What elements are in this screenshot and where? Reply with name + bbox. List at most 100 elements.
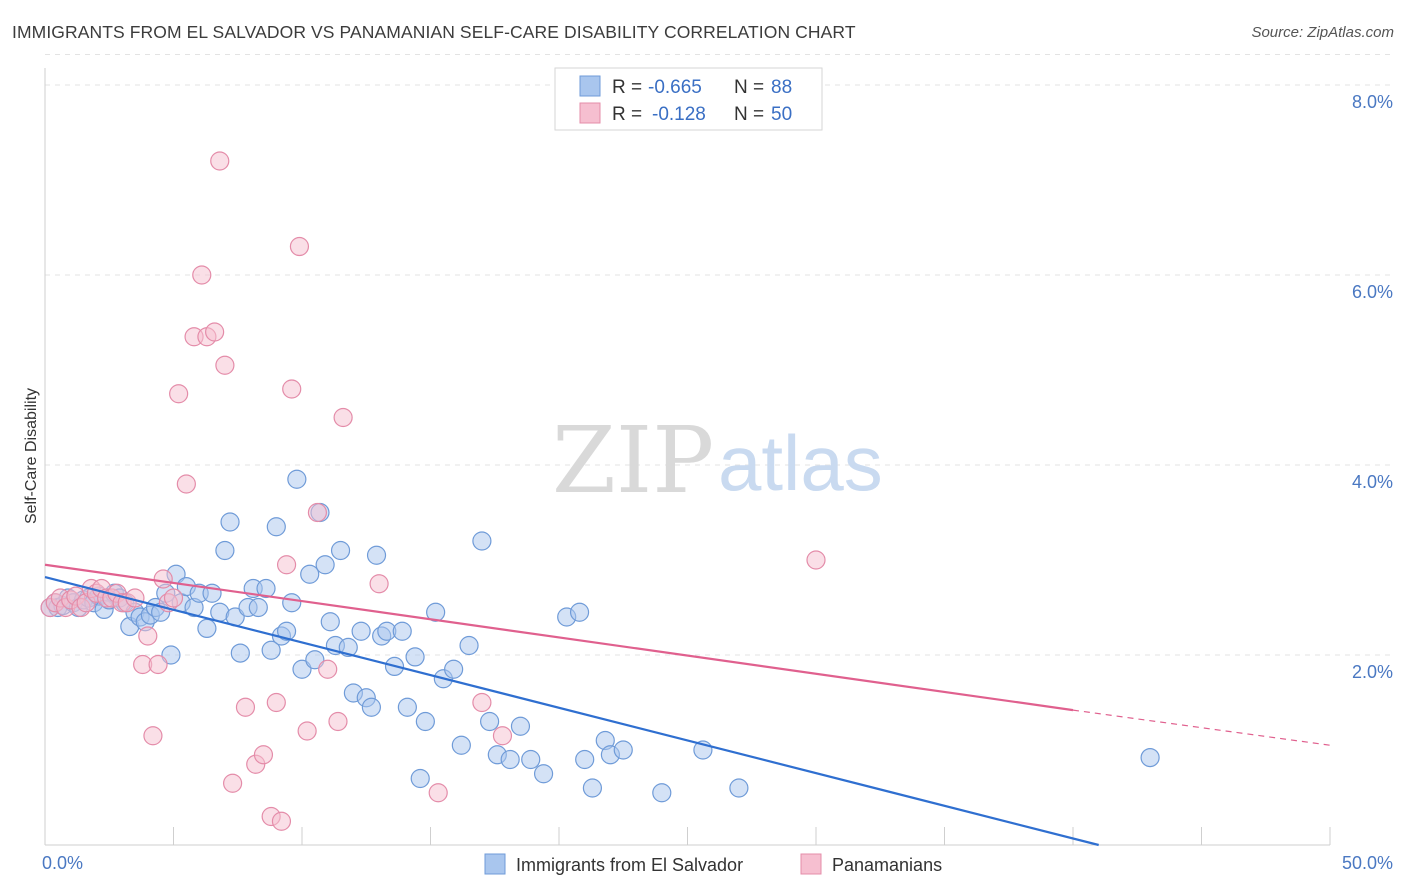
legend-n-label-2: N = <box>734 104 764 125</box>
trend-lines <box>44 563 1331 847</box>
gridlines <box>45 54 1395 656</box>
panamanian-trend-extension <box>1072 709 1331 746</box>
el-salvador-point-51 <box>315 555 335 575</box>
x-tick-labels: 0.0% 50.0% <box>42 853 1393 873</box>
y-tick-label-0: 2.0% <box>1352 662 1393 682</box>
panamanian-point-46 <box>333 407 353 428</box>
el-salvador-point-47 <box>292 659 312 679</box>
panamanian-point-39 <box>276 555 297 575</box>
el-salvador-point-44 <box>276 621 297 641</box>
panamanian-point-18 <box>138 626 158 646</box>
panamanian-point-20 <box>148 654 168 675</box>
bottom-legend-label-pink: Panamanians <box>832 855 942 875</box>
watermark: ZIP atlas <box>552 407 883 514</box>
x-tick-label-0: 0.0% <box>42 853 83 873</box>
legend-swatch-pink <box>579 102 601 124</box>
panamanian-point-32 <box>223 773 243 793</box>
panamanian-point-49 <box>472 692 492 713</box>
panamanian-point-40 <box>282 379 302 399</box>
el-salvador-point-80 <box>533 764 554 784</box>
panamanian-point-24 <box>169 384 189 404</box>
panamanian-point-33 <box>235 697 256 717</box>
el-salvador-point-59 <box>361 697 381 717</box>
el-salvador-point-39 <box>248 597 268 618</box>
panamanian-point-35 <box>253 745 274 765</box>
el-salvador-point-64 <box>392 621 412 641</box>
y-axis-label: Self-Care Disability <box>23 388 40 524</box>
el-salvador-point-33 <box>215 540 235 561</box>
legend-r-label-1: R = <box>612 77 642 98</box>
el-salvador-point-40 <box>256 578 276 599</box>
el-salvador-point-67 <box>410 768 430 789</box>
el-salvador-point-36 <box>230 643 250 663</box>
el-salvador-point-68 <box>415 711 435 732</box>
el-salvador-point-66 <box>405 647 425 667</box>
el-salvador-point-45 <box>282 593 302 613</box>
el-salvador-point-52 <box>320 612 340 632</box>
el-salvador-trend-line <box>44 576 1099 847</box>
el-salvador-point-54 <box>330 540 351 561</box>
panamanian-point-38 <box>271 811 292 831</box>
el-salvador-point-30 <box>197 618 217 639</box>
el-salvador-point-79 <box>521 749 541 770</box>
el-salvador-point-55 <box>338 637 358 658</box>
panamanian-point-21 <box>153 569 173 589</box>
el-salvador-point-46 <box>287 469 307 489</box>
chart-title: IMMIGRANTS FROM EL SALVADOR VS PANAMANIA… <box>12 22 856 42</box>
el-salvador-point-77 <box>500 749 520 770</box>
panamanian-point-30 <box>210 151 230 171</box>
bottom-legend-swatch-pink <box>800 853 822 875</box>
bottom-legend: Immigrants from El Salvador Panamanians <box>484 853 942 875</box>
legend-n-value-1: 88 <box>771 77 792 98</box>
el-salvador-point-73 <box>459 635 479 656</box>
el-salvador-point-69 <box>426 602 446 622</box>
el-salvador-point-83 <box>575 749 595 770</box>
el-salvador-point-75 <box>480 711 500 732</box>
el-salvador-point-48 <box>300 564 320 584</box>
x-tick-label-1: 50.0% <box>1342 853 1393 873</box>
panamanian-point-43 <box>307 502 328 523</box>
el-salvador-point-74 <box>472 531 492 551</box>
panamanian-point-37 <box>266 692 286 713</box>
el-salvador-point-78 <box>510 716 531 736</box>
el-salvador-point-24 <box>161 645 181 665</box>
panamanian-point-51 <box>806 550 826 570</box>
watermark-atlas: atlas <box>718 419 883 507</box>
el-salvador-point-72 <box>451 735 471 755</box>
legend-r-label-2: R = <box>612 104 642 125</box>
legend-r-value-2: -0.128 <box>652 104 706 125</box>
el-salvador-point-34 <box>220 512 240 532</box>
el-salvador-point-41 <box>261 640 281 660</box>
panamanian-trend-line <box>44 563 1074 712</box>
panamanian-point-44 <box>318 659 338 679</box>
panamanian-point-27 <box>192 265 212 285</box>
el-salvador-point-87 <box>613 740 633 760</box>
panamanian-point-29 <box>205 322 225 342</box>
bottom-legend-swatch-blue <box>484 853 506 875</box>
el-salvador-point-42 <box>266 517 286 537</box>
source-label: Source: ZipAtlas.com <box>1251 24 1394 41</box>
el-salvador-point-90 <box>729 778 749 798</box>
panamanian-point-47 <box>369 574 389 594</box>
legend-n-value-2: 50 <box>771 104 792 125</box>
el-salvador-point-84 <box>582 778 603 798</box>
axes <box>44 68 1331 846</box>
el-salvador-point-91 <box>1140 747 1160 768</box>
y-tick-label-2: 6.0% <box>1352 282 1393 302</box>
el-salvador-point-71 <box>444 659 464 679</box>
panamanian-point-25 <box>176 474 196 494</box>
panamanian-point-48 <box>428 783 448 803</box>
y-tick-labels: 2.0% 4.0% 6.0% 8.0% <box>1352 92 1393 682</box>
scatter-points <box>40 151 1160 831</box>
legend-r-value-1: -0.665 <box>648 77 702 98</box>
y-tick-label-1: 4.0% <box>1352 472 1393 492</box>
el-salvador-point-57 <box>351 621 371 641</box>
watermark-zip: ZIP <box>552 407 714 514</box>
panamanian-point-42 <box>297 721 317 741</box>
panamanian-point-45 <box>328 711 348 732</box>
panamanian-point-23 <box>163 588 184 608</box>
el-salvador-point-65 <box>397 697 417 717</box>
legend-box: R = -0.665 N = 88 R = -0.128 N = 50 <box>554 67 823 131</box>
el-salvador-point-60 <box>366 545 387 565</box>
y-tick-label-3: 8.0% <box>1352 92 1393 112</box>
